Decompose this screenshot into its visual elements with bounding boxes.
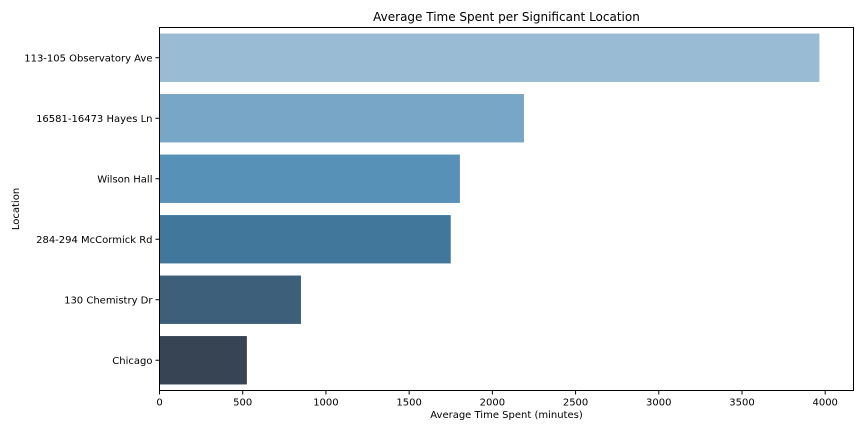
y-tick-label: 130 Chemistry Dr — [64, 295, 153, 306]
x-tick-label: 2500 — [563, 398, 588, 409]
x-tick-label: 3500 — [729, 398, 754, 409]
y-tick-label: Chicago — [112, 356, 152, 367]
x-tick-label: 4000 — [812, 398, 837, 409]
x-tick-label: 1000 — [313, 398, 338, 409]
bar — [159, 33, 820, 82]
plot-frame — [159, 27, 854, 391]
y-tick-label: 16581-16473 Hayes Ln — [36, 114, 152, 125]
bar — [159, 154, 460, 203]
x-axis-title: Average Time Spent (minutes) — [430, 410, 583, 421]
bar — [159, 336, 247, 385]
y-tick-label: 113-105 Observatory Ave — [24, 53, 152, 64]
bar — [159, 275, 301, 324]
x-tick-label: 1500 — [396, 398, 421, 409]
bar — [159, 94, 524, 143]
x-tick-label: 500 — [233, 398, 252, 409]
y-tick-label: 284-294 McCormick Rd — [36, 235, 152, 246]
ticks-layer: 113-105 Observatory Ave 16581-16473 Hayes… — [24, 53, 838, 408]
y-tick-label: Wilson Hall — [97, 174, 152, 185]
bar — [159, 215, 451, 264]
x-tick-label: 0 — [156, 398, 162, 409]
bars-layer — [159, 33, 820, 385]
x-tick-label: 3000 — [646, 398, 671, 409]
chart-title: Average Time Spent per Significant Locat… — [373, 10, 640, 24]
x-tick-label: 2000 — [480, 398, 505, 409]
y-axis-title: Location — [11, 188, 22, 230]
